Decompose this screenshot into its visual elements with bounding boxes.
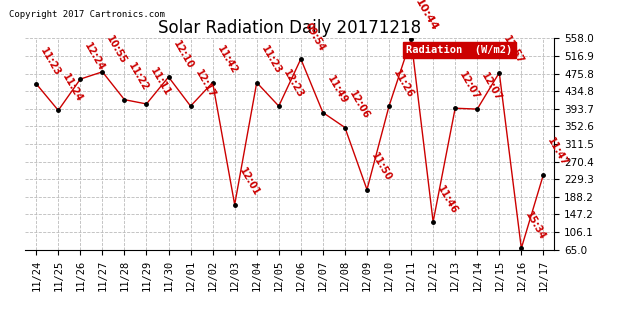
Text: 15:34: 15:34 [524, 210, 547, 242]
Text: 12:06: 12:06 [347, 89, 371, 121]
Text: 10:44: 10:44 [413, 0, 440, 33]
Text: 11:50: 11:50 [369, 151, 393, 183]
Text: 11:24: 11:24 [60, 72, 84, 104]
Text: 12:24: 12:24 [83, 41, 106, 73]
Text: 11:57: 11:57 [501, 35, 525, 66]
Text: 09:54: 09:54 [303, 21, 327, 52]
Text: 11:22: 11:22 [127, 61, 151, 93]
Text: 12:23: 12:23 [281, 68, 305, 100]
Text: 12:01: 12:01 [237, 166, 261, 198]
Text: 11:46: 11:46 [435, 184, 459, 215]
Text: 12:17: 12:17 [193, 68, 217, 100]
Text: 10:55: 10:55 [105, 34, 129, 66]
Text: 12:10: 12:10 [171, 39, 195, 71]
Text: 11:11: 11:11 [149, 66, 173, 98]
Text: 11:42: 11:42 [215, 44, 239, 76]
Title: Solar Radiation Daily 20171218: Solar Radiation Daily 20171218 [158, 19, 421, 37]
Text: Copyright 2017 Cartronics.com: Copyright 2017 Cartronics.com [9, 10, 165, 19]
Text: Radiation  (W/m2): Radiation (W/m2) [406, 45, 512, 55]
Text: 12:07: 12:07 [479, 71, 503, 103]
Text: 11:23: 11:23 [38, 46, 62, 77]
Text: 12:07: 12:07 [457, 70, 481, 102]
Text: 11:26: 11:26 [391, 68, 415, 100]
Text: 11:47: 11:47 [546, 136, 570, 168]
Text: 11:49: 11:49 [325, 74, 349, 106]
Text: 11:23: 11:23 [259, 44, 283, 76]
